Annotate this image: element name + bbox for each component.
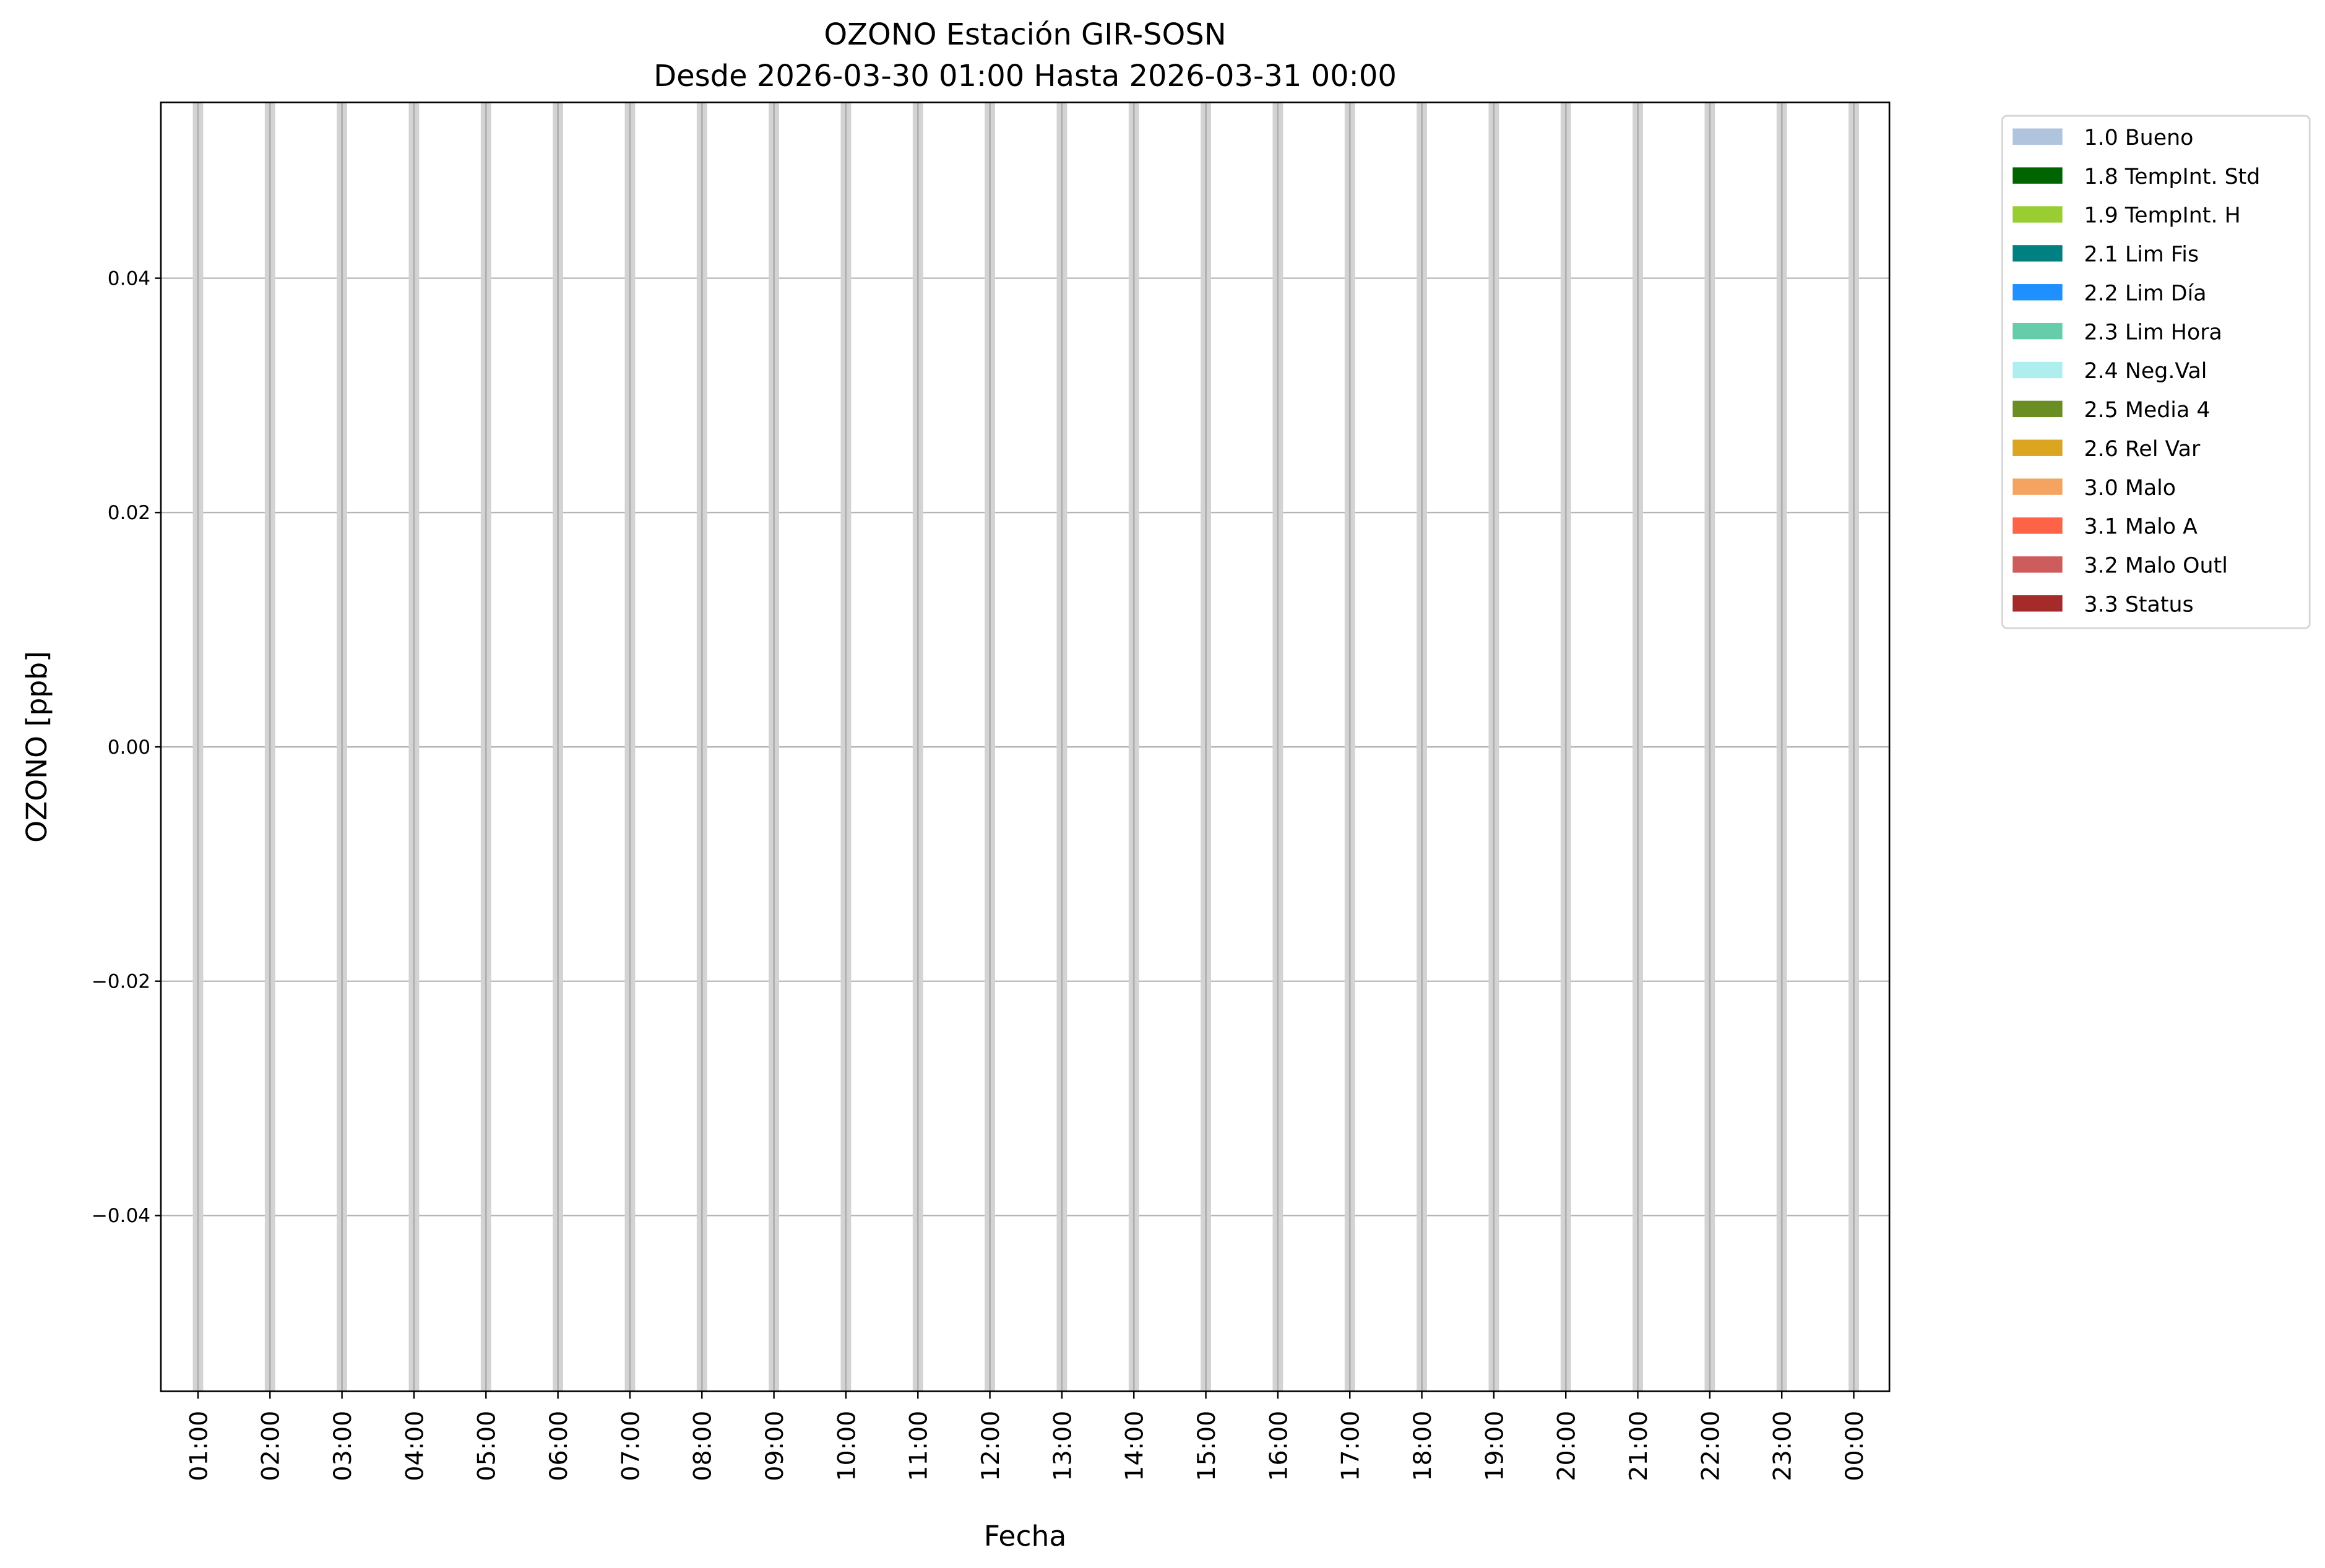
y-tick-label: 0.00 (108, 736, 150, 759)
x-tick-label: 04:00 (400, 1411, 429, 1481)
x-tick-label: 20:00 (1553, 1411, 1581, 1481)
y-tick-label: −0.02 (92, 971, 151, 993)
x-tick-label: 05:00 (473, 1411, 501, 1481)
x-tick-label: 13:00 (1048, 1411, 1077, 1481)
axes-frame (160, 101, 1891, 1392)
x-tick-label: 00:00 (1840, 1411, 1869, 1481)
x-tick-label: 22:00 (1696, 1411, 1725, 1481)
legend-label: 3.1 Malo A (2084, 515, 2198, 540)
legend-swatch (2012, 322, 2063, 340)
x-tick-label: 10:00 (832, 1411, 861, 1481)
x-tick-label: 06:00 (545, 1411, 573, 1481)
x-tick-label: 09:00 (761, 1411, 789, 1481)
legend-frame (2001, 114, 2311, 629)
y-tick-label: −0.04 (92, 1205, 151, 1227)
y-tick-label: 0.04 (108, 267, 150, 290)
x-tick-label: 17:00 (1337, 1411, 1365, 1481)
x-tick-label: 03:00 (329, 1411, 357, 1481)
y-tick-label: 0.02 (108, 502, 150, 524)
legend-label: 2.2 Lim Día (2084, 281, 2206, 306)
legend-label: 2.5 Media 4 (2084, 398, 2210, 423)
legend-swatch (2012, 245, 2063, 262)
legend: 1.0 Bueno 1.8 TempInt. Std 1.9 TempInt. H 2… (2001, 114, 2311, 629)
x-tick-label: 21:00 (1624, 1411, 1653, 1481)
legend-label: 3.2 Malo Outl (2084, 554, 2227, 579)
x-axis-label: Fecha (984, 1520, 1067, 1553)
y-axis-label: OZONO [ppb] (20, 651, 53, 843)
legend-label: 2.6 Rel Var (2084, 437, 2200, 462)
x-tick-label: 14:00 (1121, 1411, 1149, 1481)
legend-swatch (2012, 128, 2063, 145)
x-tick-label: 19:00 (1480, 1411, 1509, 1481)
chart-subtitle: Desde 2026-03-30 01:00 Hasta 2026-03-31 … (654, 59, 1397, 93)
x-tick-label: 23:00 (1769, 1411, 1797, 1481)
x-tick-label: 07:00 (616, 1411, 645, 1481)
x-tick-label: 12:00 (977, 1411, 1005, 1481)
legend-label: 2.4 Neg.Val (2084, 359, 2207, 384)
legend-label: 1.9 TempInt. H (2084, 204, 2240, 228)
legend-swatch (2012, 595, 2063, 612)
legend-swatch (2012, 206, 2063, 223)
chart-title: OZONO Estación GIR-SOSN (824, 17, 1226, 52)
legend-label: 2.1 Lim Fis (2084, 243, 2199, 267)
legend-swatch (2012, 517, 2063, 534)
x-tick-label: 02:00 (257, 1411, 285, 1481)
x-tick-label: 16:00 (1264, 1411, 1293, 1481)
legend-label: 3.0 Malo (2084, 476, 2176, 501)
x-tick-label: 01:00 (184, 1411, 213, 1481)
legend-label: 3.3 Status (2084, 592, 2193, 617)
legend-label: 2.3 Lim Hora (2084, 320, 2222, 345)
plot-area: −0.04 −0.02 0.00 0.02 0.04 01:00 02:00 03:00 04:… (92, 101, 1891, 1481)
x-tick-label: 18:00 (1408, 1411, 1437, 1481)
x-tick-label: 08:00 (689, 1411, 717, 1481)
legend-label: 1.0 Bueno (2084, 126, 2193, 150)
legend-swatch (2012, 284, 2063, 301)
x-tick-label: 15:00 (1193, 1411, 1221, 1481)
legend-label: 1.8 TempInt. Std (2084, 165, 2260, 189)
x-tick-label: 11:00 (905, 1411, 933, 1481)
legend-swatch (2012, 556, 2063, 573)
legend-swatch (2012, 167, 2063, 184)
legend-swatch (2012, 439, 2063, 456)
legend-swatch (2012, 478, 2063, 495)
legend-swatch (2012, 361, 2063, 379)
legend-swatch (2012, 400, 2063, 418)
